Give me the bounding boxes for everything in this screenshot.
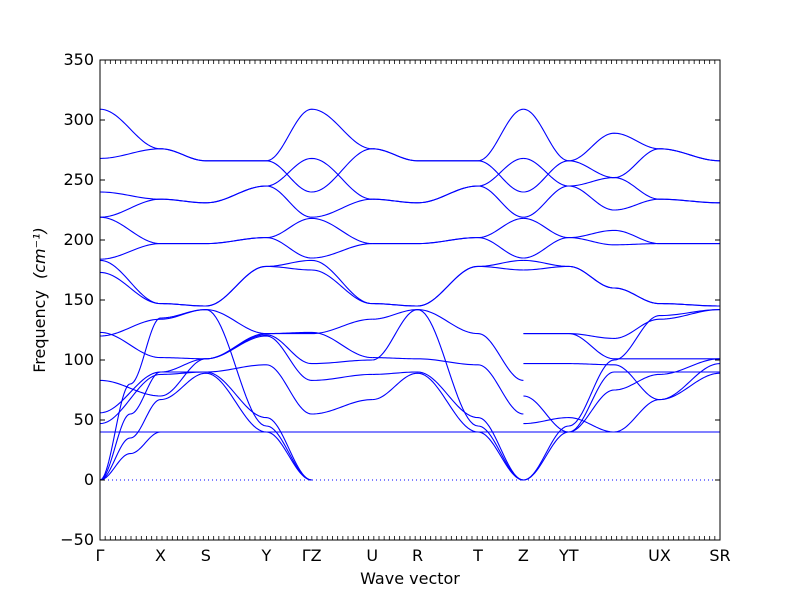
y-axis-label-text: Frequency [30, 290, 49, 373]
band-line [100, 335, 373, 414]
x-tick-label: U [366, 546, 378, 565]
band-line [523, 108, 720, 162]
x-tick-label: ΓZ [302, 546, 322, 565]
y-tick-label: 250 [63, 170, 94, 189]
band-line [372, 217, 524, 245]
band-line [523, 363, 720, 401]
band-line [523, 177, 720, 218]
y-tick-label: −50 [60, 530, 94, 549]
x-tick-label: YT [558, 546, 579, 565]
y-tick-label: 200 [63, 230, 94, 249]
x-tick-label: S [201, 546, 211, 565]
band-line [100, 157, 373, 204]
band-line [523, 217, 720, 245]
plot-frame [99, 59, 721, 541]
band-line [100, 185, 373, 218]
x-tick-label: R [412, 546, 423, 565]
band-line [523, 265, 720, 307]
band-line [523, 237, 720, 259]
band-line [523, 309, 720, 481]
band-line [100, 431, 312, 481]
band-line [100, 148, 373, 193]
band-line [100, 309, 373, 337]
band-line [523, 309, 720, 339]
y-tick-label: 100 [63, 350, 94, 369]
band-line [100, 216, 373, 259]
x-tick-label: SR [709, 546, 730, 565]
band-line [372, 309, 524, 381]
band-line [100, 217, 373, 260]
band-line [100, 108, 373, 162]
band-line [100, 364, 373, 425]
x-tick-label: Y [260, 546, 271, 565]
band-line [100, 331, 373, 360]
x-tick-label: T [472, 546, 483, 565]
x-tick-label: UX [648, 546, 671, 565]
band-line [372, 108, 524, 162]
y-axis: −50 0 50 100 150 200 250 300 350 [60, 50, 720, 549]
band-line [523, 157, 720, 211]
band-line [523, 371, 720, 481]
x-tick-label: Γ [96, 546, 105, 565]
band-line [523, 363, 720, 433]
y-axis-label-unit: (cm⁻¹) [30, 227, 49, 279]
y-axis-label: Frequency (cm⁻¹) [30, 227, 49, 372]
band-line [372, 185, 524, 218]
x-axis: Γ X S Y ΓZ U R T Z YT UX SR [96, 60, 731, 565]
y-tick-label: 300 [63, 110, 94, 129]
band-line [523, 358, 720, 433]
band-line [372, 157, 524, 204]
band-line [100, 259, 373, 307]
x-tick-label: Z [518, 546, 529, 565]
band-line [372, 372, 524, 481]
band-line [372, 357, 524, 415]
band-line [372, 265, 524, 307]
band-line [100, 372, 312, 481]
band-line [372, 259, 524, 307]
band-line [372, 371, 524, 481]
band-line [100, 371, 312, 481]
x-axis-label: Wave vector [360, 569, 460, 588]
band-line [100, 309, 312, 481]
y-tick-label: 0 [84, 470, 94, 489]
y-tick-label: 50 [74, 410, 94, 429]
y-tick-label: 150 [63, 290, 94, 309]
band-line [372, 237, 524, 259]
band-line [100, 259, 373, 307]
band-line [372, 309, 524, 481]
y-tick-label: 350 [63, 50, 94, 69]
x-tick-label: X [155, 546, 166, 565]
band-lines [100, 108, 720, 481]
